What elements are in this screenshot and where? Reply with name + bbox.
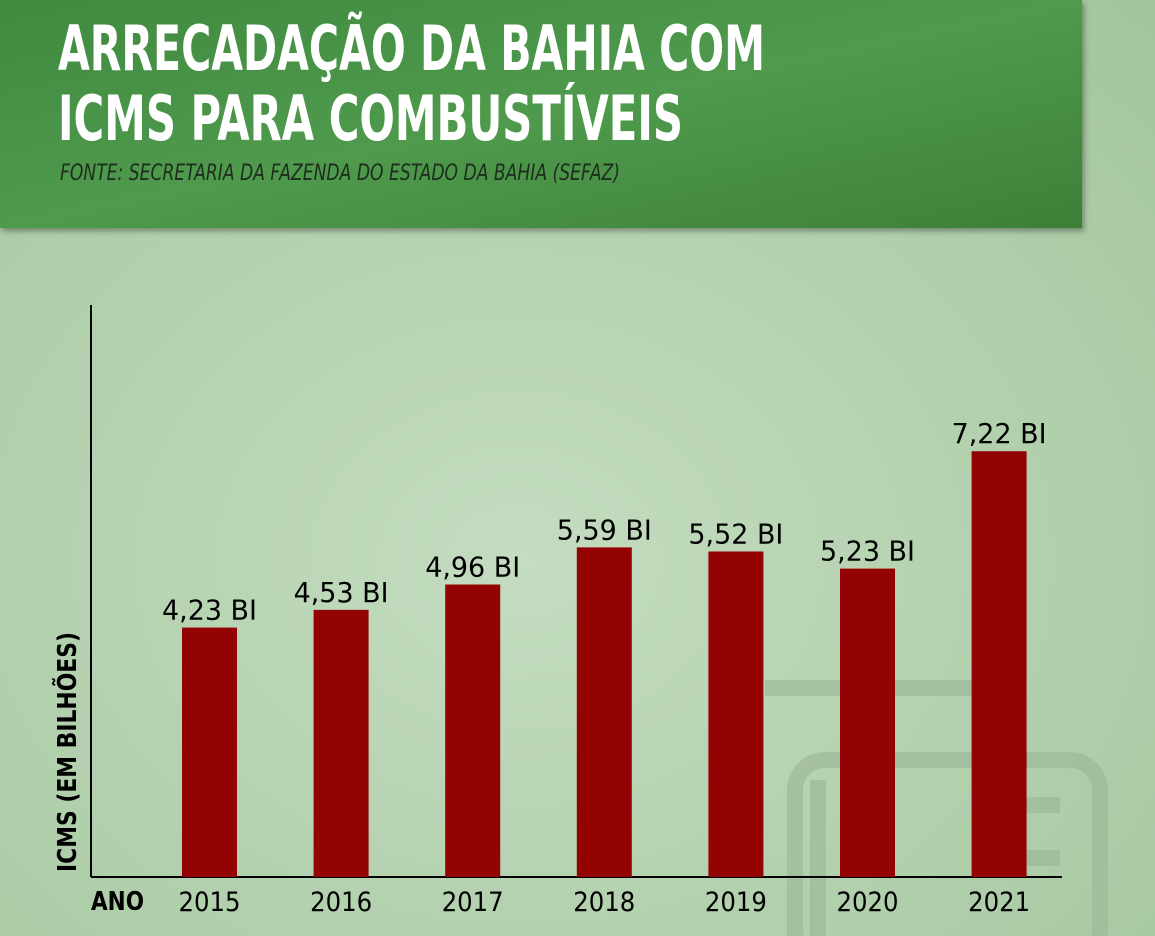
bar <box>708 551 764 877</box>
x-tick-label: 2018 <box>573 887 635 918</box>
value-label: 5,59 BI <box>557 513 652 546</box>
x-tick-label: 2019 <box>705 887 767 918</box>
bar <box>313 609 369 877</box>
y-axis-label: ICMS (EM BILHÕES) <box>51 632 83 872</box>
chart-subtitle: FONTE: SECRETARIA DA FAZENDA DO ESTADO D… <box>60 161 620 186</box>
x-tick-label: 2016 <box>310 887 372 918</box>
x-tick-label: 2017 <box>442 887 504 918</box>
value-label: 4,53 BI <box>294 576 389 609</box>
value-label: 5,52 BI <box>688 517 783 550</box>
value-label: 7,22 BI <box>952 417 1047 450</box>
chart-title: ARRECADAÇÃO DA BAHIA COM <box>58 12 765 85</box>
x-tick-label: 2021 <box>968 887 1030 918</box>
header-banner <box>0 0 1082 228</box>
bar <box>840 568 895 877</box>
value-label: 4,23 BI <box>162 594 257 627</box>
x-tick-label: 2020 <box>837 887 899 918</box>
x-axis-label: ANO <box>91 887 144 917</box>
bar <box>445 584 501 877</box>
bar <box>971 451 1027 877</box>
bar <box>576 547 632 877</box>
chart-title: ICMS PARA COMBUSTÍVEIS <box>58 82 683 155</box>
x-tick-label: 2015 <box>179 887 241 918</box>
bar <box>182 627 237 877</box>
value-label: 5,23 BI <box>820 535 915 568</box>
value-label: 4,96 BI <box>425 551 520 584</box>
